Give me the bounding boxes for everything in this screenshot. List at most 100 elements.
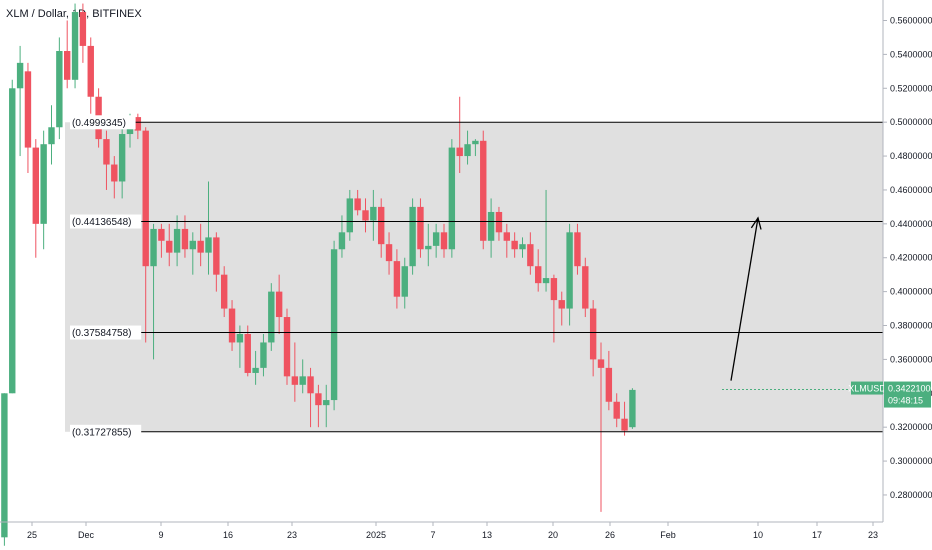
candle-up[interactable] [205, 237, 212, 253]
candle-down[interactable] [527, 244, 534, 267]
candle-down[interactable] [283, 317, 291, 377]
candle-down[interactable] [480, 140, 487, 241]
candle-down[interactable] [275, 291, 283, 318]
candle-up[interactable] [448, 147, 456, 250]
candle-down[interactable] [87, 45, 94, 97]
candle-up[interactable] [56, 51, 63, 128]
candle-up[interactable] [487, 211, 495, 241]
candle-down[interactable] [535, 266, 542, 284]
candle-down[interactable] [589, 308, 597, 360]
candle-down[interactable] [213, 237, 220, 275]
time-tick-label: 17 [812, 530, 822, 540]
candle-up[interactable] [542, 278, 550, 284]
price-tag-value: 0.34221000 [888, 384, 932, 394]
candle-down[interactable] [64, 51, 71, 80]
candle-up[interactable] [401, 266, 408, 297]
candle-down[interactable] [621, 418, 628, 431]
candle-down[interactable] [291, 376, 299, 385]
candle-up[interactable] [150, 228, 157, 267]
candle-down[interactable] [605, 367, 613, 402]
candle-down[interactable] [582, 266, 589, 309]
candle-up[interactable] [118, 134, 126, 182]
candle-up[interactable] [299, 376, 306, 385]
candle-down[interactable] [103, 139, 110, 165]
level-label-bg [70, 214, 142, 229]
candle-up[interactable] [1, 393, 8, 538]
candle-up[interactable] [472, 140, 479, 145]
candle-up[interactable] [71, 12, 79, 80]
candle-up[interactable] [323, 400, 330, 406]
candle-down[interactable] [597, 359, 605, 368]
level-label: (0.31727855) [72, 427, 132, 438]
price-tick-label: 0.56000000 [890, 16, 932, 26]
candle-down[interactable] [550, 278, 558, 301]
candle-down[interactable] [197, 240, 204, 253]
candle-down[interactable] [503, 232, 510, 241]
time-tick-label: 13 [482, 530, 492, 540]
candle-down[interactable] [134, 117, 142, 131]
candle-up[interactable] [252, 367, 259, 373]
time-tick-label: Dec [78, 530, 95, 540]
candle-up[interactable] [464, 144, 471, 157]
candle-down[interactable] [142, 130, 149, 267]
candle-down[interactable] [354, 198, 361, 211]
candle-down[interactable] [221, 274, 228, 309]
candle-down[interactable] [574, 232, 581, 267]
candle-down[interactable] [166, 240, 173, 253]
symbol-tag [851, 381, 883, 395]
level-label-bg [70, 424, 142, 439]
candle-up[interactable] [40, 144, 47, 224]
candle-up[interactable] [9, 88, 16, 394]
candle-down[interactable] [558, 300, 565, 309]
candle-up[interactable] [432, 232, 440, 246]
candle-up[interactable] [189, 240, 196, 250]
level-label-bg [70, 115, 136, 130]
candle-down[interactable] [385, 244, 393, 262]
candle-up[interactable] [48, 127, 55, 145]
candle-up[interactable] [268, 291, 275, 343]
candle-down[interactable] [158, 228, 165, 241]
candle-up[interactable] [236, 333, 244, 343]
candle-down[interactable] [393, 261, 401, 297]
candle-down[interactable] [378, 206, 385, 245]
candle-down[interactable] [440, 232, 448, 250]
candle-up[interactable] [629, 389, 636, 428]
candle-up[interactable] [173, 228, 181, 253]
time-tick-label: 23 [287, 530, 297, 540]
price-tag-countdown: 09:48:15 [888, 396, 923, 406]
candle-up[interactable] [330, 249, 338, 401]
candle-down[interactable] [456, 147, 463, 157]
candle-down[interactable] [32, 147, 39, 224]
candle-up[interactable] [425, 245, 432, 250]
candle-up[interactable] [409, 206, 416, 267]
candle-down[interactable] [613, 401, 620, 419]
time-tick-label: 9 [158, 530, 163, 540]
candle-up[interactable] [566, 232, 573, 309]
candle-up[interactable] [346, 198, 353, 233]
candle-down[interactable] [181, 228, 189, 250]
candle-down[interactable] [511, 240, 518, 250]
candle-down[interactable] [362, 210, 369, 221]
candle-down[interactable] [315, 393, 322, 406]
candle-down[interactable] [111, 164, 118, 182]
candle-up[interactable] [370, 206, 377, 221]
candle-up[interactable] [16, 62, 24, 89]
candle-down[interactable] [307, 376, 314, 394]
candle-down[interactable] [24, 71, 32, 148]
candle-up[interactable] [519, 244, 526, 250]
candle-up[interactable] [338, 232, 346, 250]
candle-down[interactable] [495, 211, 503, 233]
candle-down[interactable] [228, 308, 236, 343]
candle-down[interactable] [417, 206, 424, 250]
candle-down[interactable] [244, 333, 251, 373]
candle-up[interactable] [260, 342, 267, 368]
candle-down[interactable] [79, 12, 87, 46]
